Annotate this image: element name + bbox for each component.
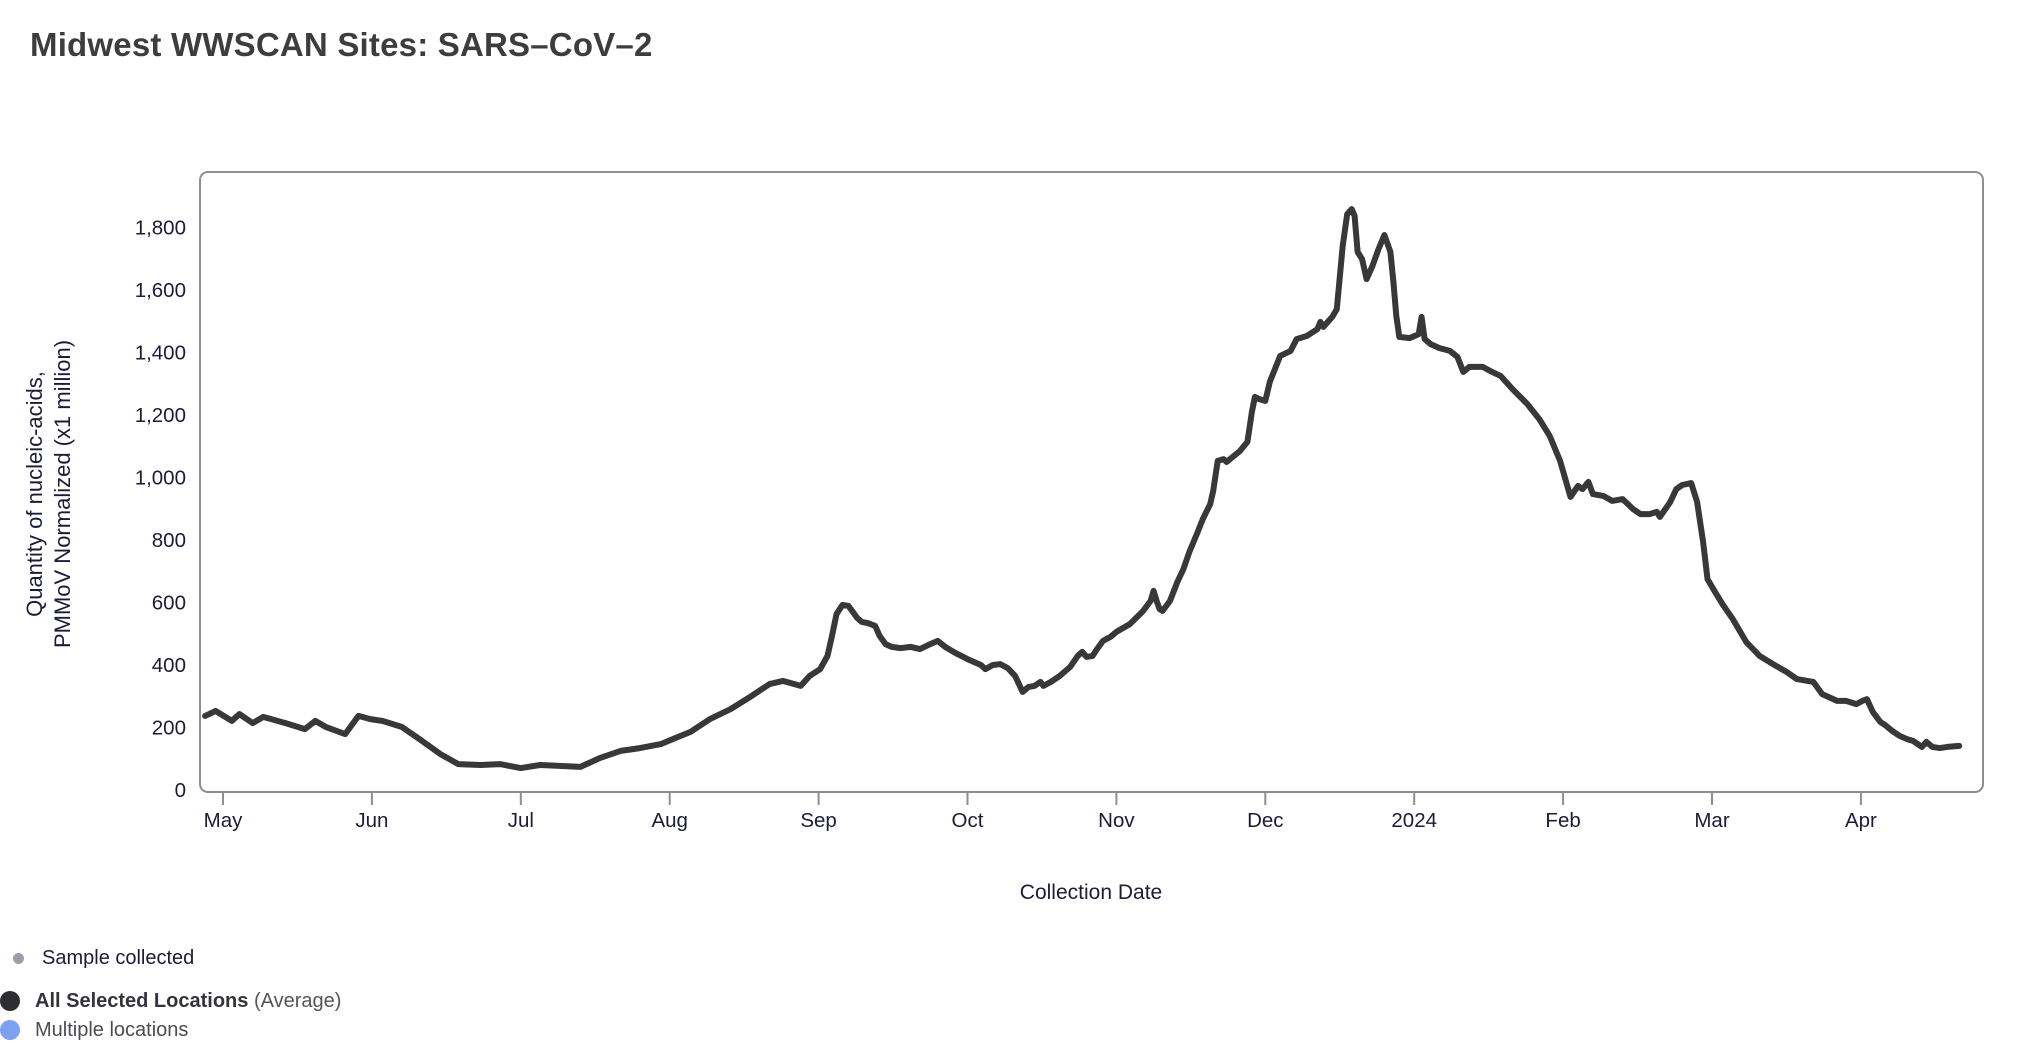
x-tick-label: May bbox=[204, 809, 243, 832]
y-tick-label: 1,000 bbox=[135, 467, 186, 490]
plot-border bbox=[199, 171, 1984, 793]
y-tick-label: 200 bbox=[152, 717, 186, 740]
page-title: Midwest WWSCAN Sites: SARS–CoV–2 bbox=[30, 26, 653, 63]
x-tick-label: Mar bbox=[1694, 809, 1729, 832]
y-tick-label: 1,800 bbox=[135, 217, 186, 240]
y-tick-label: 1,400 bbox=[135, 342, 186, 365]
x-tick-label: Feb bbox=[1545, 809, 1580, 832]
x-tick-label: Jul bbox=[508, 809, 534, 832]
y-tick-label: 0 bbox=[175, 779, 186, 802]
y-tick-label: 600 bbox=[152, 592, 186, 615]
x-tick-label: Oct bbox=[952, 809, 984, 832]
legend-label: All Selected Locations (Average) bbox=[35, 989, 342, 1012]
y-axis-title: Quantity of nucleic-acids, PMMoV Normali… bbox=[21, 340, 77, 648]
x-tick-label: Jun bbox=[355, 809, 388, 832]
x-tick-label: Aug bbox=[651, 809, 687, 832]
y-axis-title-line1: Quantity of nucleic-acids, bbox=[22, 371, 47, 617]
legend-item-multiple-locations[interactable]: Multiple locations bbox=[0, 1018, 188, 1042]
x-axis-title: Collection Date bbox=[1019, 881, 1163, 904]
sample-collected-dot-icon bbox=[13, 952, 24, 964]
y-tick-label: 1,600 bbox=[135, 279, 186, 302]
all-locations-dot-icon bbox=[0, 991, 20, 1011]
legend-item-sample-collected[interactable]: Sample collected bbox=[13, 946, 194, 970]
legend-item-all-selected-locations[interactable]: All Selected Locations (Average) bbox=[0, 989, 341, 1013]
y-tick-label: 400 bbox=[152, 654, 186, 677]
series-line-all-selected-locations bbox=[202, 206, 1963, 772]
y-axis-title-line2: PMMoV Normalized (x1 million) bbox=[50, 339, 75, 649]
x-tick-label: Nov bbox=[1098, 809, 1135, 832]
y-tick-label: 1,200 bbox=[135, 404, 186, 427]
x-tick-label: Sep bbox=[800, 809, 836, 832]
legend-label: Multiple locations bbox=[35, 1018, 189, 1041]
x-tick-label: Dec bbox=[1247, 809, 1283, 832]
x-tick-label: Apr bbox=[1845, 809, 1877, 832]
x-tick-label: 2024 bbox=[1391, 809, 1437, 832]
y-tick-label: 800 bbox=[152, 529, 186, 552]
multiple-locations-dot-icon bbox=[0, 1020, 20, 1040]
legend-label: Sample collected bbox=[42, 946, 195, 969]
